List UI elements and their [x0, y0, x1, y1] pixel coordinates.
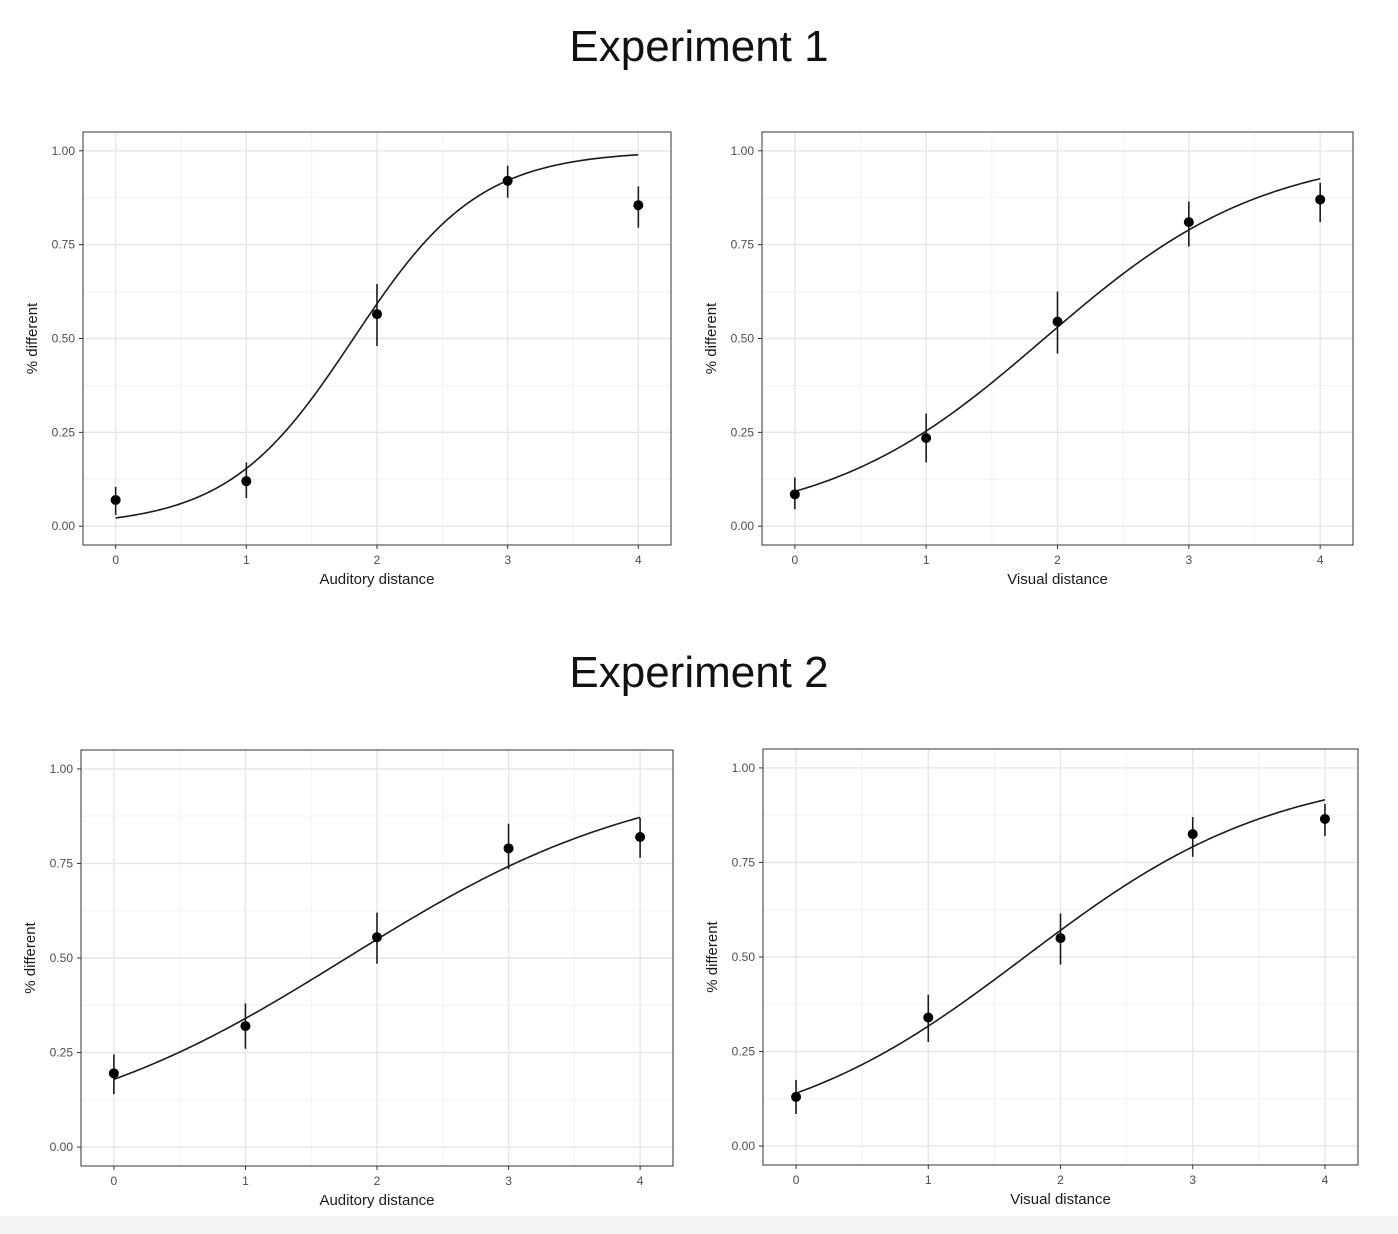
data-point	[921, 432, 932, 443]
x-tick-label: 3	[505, 1174, 512, 1188]
x-tick-label: 3	[1185, 553, 1192, 567]
data-point	[1052, 316, 1063, 327]
data-point	[502, 175, 513, 186]
data-point	[372, 309, 382, 320]
plot-border	[80, 749, 674, 1167]
data-point	[1055, 933, 1066, 944]
x-tick-label: 4	[1322, 1173, 1329, 1187]
x-tick-label: 0	[791, 553, 798, 567]
data-point	[241, 476, 252, 487]
x-tick-label: 4	[1317, 553, 1324, 567]
data-point	[791, 1091, 802, 1102]
data-point	[240, 1021, 251, 1032]
grid	[762, 132, 1353, 545]
y-axis-title: % different	[704, 920, 721, 992]
data-point	[1183, 217, 1194, 228]
data-point	[923, 1012, 934, 1023]
data-point	[1319, 813, 1330, 824]
data-point	[1315, 194, 1326, 205]
x-tick-label: 0	[111, 1174, 118, 1188]
y-tick-label: 0.00	[52, 519, 76, 533]
y-tick-label: 0.25	[50, 1046, 74, 1060]
y-tick-label: 0.00	[731, 519, 755, 533]
y-tick-label: 1.00	[50, 762, 74, 776]
exp1-visual-chart: 0 1 2 3 4 0.00 0.25 0.50 0.75 1.00 Visual distance…	[703, 131, 1354, 588]
y-tick-label: 0.00	[732, 1139, 756, 1153]
exp2-auditory-chart: 0 1 2 3 4 0.00 0.25 0.50 0.75 1.00 Auditory distan…	[22, 749, 674, 1209]
experiment-2-title: Experiment 2	[569, 648, 829, 697]
y-axis-title: % different	[24, 302, 41, 374]
y-tick-label: 1.00	[52, 144, 76, 158]
y-tick-label: 0.25	[52, 425, 76, 439]
x-axis-title: Auditory distance	[319, 1192, 434, 1209]
plot-border	[761, 131, 1354, 546]
y-tick-label: 0.50	[52, 332, 76, 346]
x-tick-label: 0	[793, 1173, 800, 1187]
data-point	[635, 831, 646, 842]
y-tick-label: 0.75	[732, 855, 756, 869]
x-tick-label: 3	[1189, 1173, 1196, 1187]
data-point	[372, 932, 382, 943]
x-tick-label: 4	[637, 1174, 644, 1188]
y-axis-title: % different	[22, 921, 39, 993]
x-tick-label: 1	[925, 1173, 932, 1187]
y-tick-label: 0.75	[50, 856, 74, 870]
x-tick-label: 0	[112, 553, 119, 567]
y-tick-label: 1.00	[732, 761, 756, 775]
data-point	[503, 843, 514, 854]
data-point	[633, 200, 644, 211]
y-tick-label: 0.50	[50, 951, 74, 965]
y-tick-label: 0.75	[52, 238, 76, 252]
bottom-strip	[0, 1216, 1398, 1234]
x-axis-title: Visual distance	[1010, 1191, 1111, 1208]
plot-border	[762, 748, 1359, 1166]
exp1-auditory-chart: 0 1 2 3 4 0.00 0.25 0.50 0.75 1.00 Auditory distan…	[24, 131, 672, 588]
x-tick-label: 1	[242, 1174, 249, 1188]
x-tick-label: 3	[504, 553, 511, 567]
y-tick-label: 0.75	[731, 238, 755, 252]
y-tick-label: 0.25	[732, 1045, 756, 1059]
x-tick-label: 1	[243, 553, 250, 567]
data-point	[110, 494, 121, 505]
x-axis-title: Visual distance	[1007, 571, 1108, 588]
y-tick-label: 1.00	[731, 144, 755, 158]
y-tick-label: 0.00	[50, 1140, 74, 1154]
y-tick-label: 0.25	[731, 425, 755, 439]
y-axis-title: % different	[703, 302, 720, 374]
x-tick-label: 2	[1057, 1173, 1064, 1187]
x-tick-label: 2	[374, 553, 381, 567]
x-tick-label: 4	[635, 553, 642, 567]
exp2-visual-chart: 0 1 2 3 4 0.00 0.25 0.50 0.75 1.00 Visual distance…	[704, 748, 1359, 1208]
plot-border	[82, 131, 672, 546]
x-tick-label: 2	[1054, 553, 1061, 567]
y-tick-label: 0.50	[731, 332, 755, 346]
x-axis-title: Auditory distance	[319, 571, 434, 588]
x-tick-label: 1	[923, 553, 930, 567]
x-tick-label: 2	[374, 1174, 381, 1188]
y-tick-label: 0.50	[732, 950, 756, 964]
data-point	[108, 1068, 119, 1079]
data-point	[1187, 829, 1198, 840]
data-point	[789, 489, 800, 500]
experiment-1-title: Experiment 1	[569, 22, 829, 71]
